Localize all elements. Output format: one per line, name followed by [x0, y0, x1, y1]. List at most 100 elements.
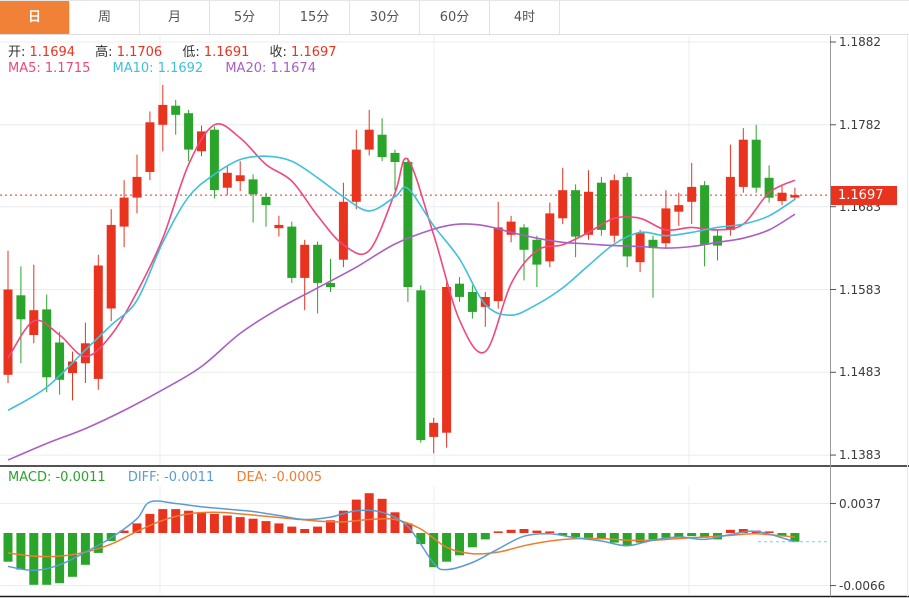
macd-bar — [80, 533, 90, 565]
macd-bar — [261, 521, 271, 533]
macd-bar — [300, 529, 310, 533]
candle-body — [738, 139, 748, 187]
tab-15min[interactable]: 15分 — [280, 1, 350, 34]
macd-bar — [738, 529, 748, 533]
ma20-legend: MA20: 1.1674 — [225, 61, 316, 76]
candle-body — [532, 239, 542, 265]
ma10-legend: MA10: 1.1692 — [112, 61, 204, 76]
macd-bar — [790, 533, 800, 542]
price-axis-label: 1.1882 — [839, 35, 881, 49]
diff-value-legend: DIFF: -0.0011 — [127, 470, 215, 485]
ohlc-legend: 开: 1.1694 高: 1.1706 低: 1.1691 收: 1.1697 — [8, 41, 353, 60]
macd-bar — [416, 533, 426, 545]
macd-bar — [145, 513, 155, 533]
macd-axis-label: 0.0037 — [839, 496, 881, 511]
candle-body — [584, 191, 593, 235]
candle-body — [222, 172, 232, 188]
macd-bar — [377, 498, 387, 533]
candle-body — [235, 175, 245, 182]
tab-month[interactable]: 月 — [140, 1, 210, 34]
candle-body — [209, 129, 219, 191]
macd-bar — [674, 533, 684, 537]
candle-body — [764, 177, 774, 198]
candle-body — [93, 265, 103, 379]
tab-60min[interactable]: 60分 — [420, 1, 490, 34]
tab-30min[interactable]: 30分 — [350, 1, 420, 34]
macd-bar — [648, 533, 658, 540]
low-value: 1.1691 — [203, 45, 250, 60]
open-label: 开: — [8, 45, 26, 60]
candle-body — [687, 186, 697, 202]
main-chart-surface[interactable] — [0, 36, 830, 465]
candle-body — [145, 122, 155, 172]
macd-bar — [532, 530, 542, 533]
macd-bar — [764, 531, 774, 533]
price-axis-label: 1.1583 — [839, 282, 881, 297]
macd-bar — [558, 533, 568, 536]
macd-bar — [609, 533, 619, 543]
candle-body — [313, 244, 323, 283]
candle-body — [609, 180, 619, 236]
macd-bar — [313, 526, 323, 533]
macd-bar — [493, 531, 503, 533]
candle-body — [197, 131, 206, 152]
candle-body — [106, 224, 116, 309]
macd-bar — [248, 518, 258, 533]
macd-bar — [622, 533, 632, 546]
candle-body — [596, 182, 606, 230]
candle-body — [119, 197, 129, 227]
candle-body — [661, 208, 671, 244]
macd-bar — [777, 533, 787, 537]
tab-5min[interactable]: 5分 — [210, 1, 280, 34]
timeframe-tabbar: 日周月 5分 15分 30分 60分 4时 — [0, 0, 909, 35]
candle-body — [326, 282, 335, 287]
macd-bar — [635, 533, 645, 543]
ma5-legend: MA5: 1.1715 — [8, 61, 91, 76]
macd-bar — [571, 533, 581, 537]
macd-bar — [700, 533, 710, 538]
candle-body — [132, 176, 142, 198]
macd-bar — [93, 533, 103, 553]
macd-bar — [42, 533, 52, 585]
candle-body — [300, 244, 310, 278]
macd-chart-surface[interactable] — [0, 486, 830, 594]
candle-body — [158, 104, 168, 125]
macd-bar — [3, 533, 13, 562]
macd-bar — [596, 533, 606, 540]
candle-body — [571, 190, 581, 237]
candle-body — [429, 422, 439, 437]
macd-legend: MACD: -0.0011 DIFF: -0.0011 DEA: -0.0005 — [8, 470, 322, 485]
candle-body — [635, 233, 645, 263]
tab-4hour[interactable]: 4时 — [490, 1, 560, 34]
candle-body — [777, 192, 787, 201]
close-value: 1.1697 — [291, 45, 337, 60]
macd-axis-label: -0.0066 — [839, 578, 886, 593]
candle-body — [377, 134, 387, 158]
candle-body — [29, 310, 39, 335]
tab-day[interactable]: 日 — [0, 1, 70, 34]
close-label: 收: — [269, 45, 287, 60]
candle-body — [287, 226, 297, 278]
macd-bar — [506, 529, 516, 533]
candle-body — [455, 283, 464, 297]
open-value: 1.1694 — [29, 45, 76, 60]
candle-body — [42, 309, 52, 378]
macd-bar — [519, 529, 529, 533]
candle-body — [506, 221, 516, 235]
macd-bar — [455, 533, 464, 556]
candle-body — [725, 176, 735, 230]
candle-body — [3, 289, 13, 375]
candle-body — [274, 224, 284, 229]
macd-bar — [467, 533, 477, 548]
tab-week[interactable]: 周 — [70, 1, 140, 34]
dea-value-legend: DEA: -0.0005 — [236, 470, 323, 485]
macd-bar — [132, 523, 142, 533]
macd-bar — [545, 531, 555, 533]
candle-body — [68, 361, 77, 374]
macd-bar — [274, 523, 284, 533]
candle-body — [338, 201, 348, 260]
candle-body — [390, 152, 400, 162]
macd-bar — [429, 533, 439, 568]
macd-value-legend: MACD: -0.0011 — [8, 470, 106, 485]
